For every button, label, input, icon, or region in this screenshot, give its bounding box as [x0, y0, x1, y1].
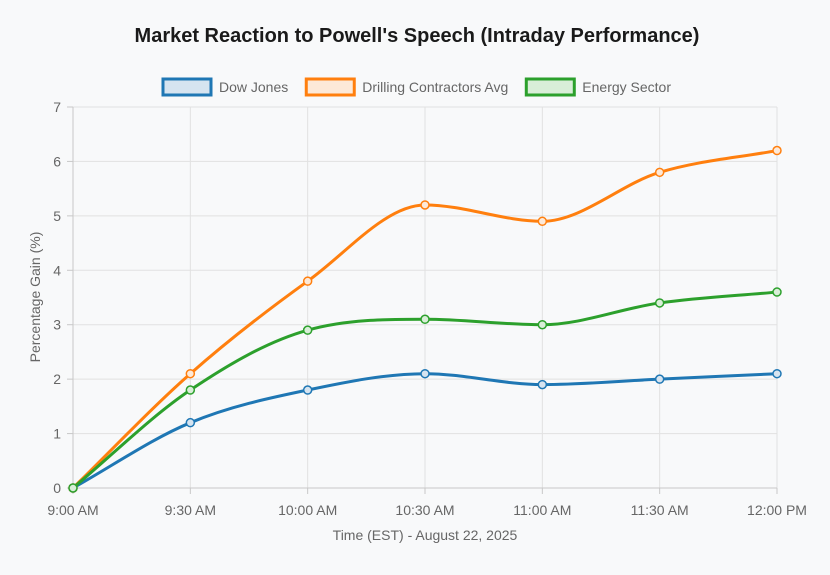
x-tick-label: 10:00 AM	[278, 502, 337, 518]
y-axis-title: Percentage Gain (%)	[27, 232, 43, 363]
data-point[interactable]	[654, 374, 665, 384]
x-tick-label: 9:30 AM	[165, 502, 216, 518]
legend-label: Energy Sector	[582, 79, 671, 95]
x-tick-label: 12:00 PM	[747, 502, 807, 518]
legend: Dow Jones Drilling Contractors Avg Energy …	[161, 77, 671, 97]
chart-title: Market Reaction to Powell's Speech (Intr…	[135, 25, 700, 47]
data-point[interactable]	[302, 385, 313, 395]
data-point[interactable]	[185, 368, 196, 379]
y-tick-label: 0	[53, 480, 61, 496]
y-tick-label: 2	[53, 371, 61, 387]
y-tick-label: 3	[53, 317, 61, 333]
legend-swatch	[161, 77, 213, 97]
series-points	[68, 145, 782, 493]
data-point[interactable]	[772, 145, 782, 156]
legend-item[interactable]: Energy Sector	[524, 77, 671, 97]
data-point[interactable]	[68, 483, 78, 493]
data-point[interactable]	[302, 276, 313, 286]
data-point[interactable]	[420, 368, 430, 379]
data-point[interactable]	[772, 368, 782, 379]
data-point[interactable]	[537, 216, 548, 227]
y-tick-label: 4	[53, 262, 61, 278]
y-tick-label: 1	[53, 426, 61, 442]
data-point[interactable]	[537, 319, 548, 330]
x-tick-label: 9:00 AM	[47, 502, 98, 518]
data-point[interactable]	[420, 200, 430, 210]
data-point[interactable]	[654, 298, 665, 308]
legend-label: Dow Jones	[219, 79, 288, 95]
legend-swatch	[524, 77, 576, 97]
x-axis-title: Time (EST) - August 22, 2025	[333, 527, 518, 543]
x-axis-ticks: 9:00 AM 9:30 AM 10:00 AM 10:30 AM 11:00 AM 11…	[47, 488, 807, 518]
y-tick-label: 7	[53, 99, 61, 115]
data-point[interactable]	[537, 379, 548, 390]
data-point[interactable]	[420, 314, 430, 325]
data-point[interactable]	[185, 385, 196, 395]
x-tick-label: 11:00 AM	[513, 502, 571, 518]
x-tick-label: 10:30 AM	[395, 502, 454, 518]
legend-swatch	[304, 77, 356, 97]
legend-item[interactable]: Drilling Contractors Avg	[304, 77, 508, 97]
data-point[interactable]	[654, 167, 665, 178]
data-point[interactable]	[302, 325, 313, 335]
y-tick-label: 6	[53, 153, 61, 169]
data-point[interactable]	[185, 417, 196, 428]
gridlines	[72, 106, 778, 489]
data-point[interactable]	[772, 287, 782, 297]
y-tick-label: 5	[53, 208, 61, 224]
y-axis-ticks: 0 1 2 3 4 5 6 7	[53, 99, 73, 496]
legend-label: Drilling Contractors Avg	[362, 79, 508, 95]
x-tick-label: 11:30 AM	[631, 502, 689, 518]
legend-item[interactable]: Dow Jones	[161, 77, 288, 97]
